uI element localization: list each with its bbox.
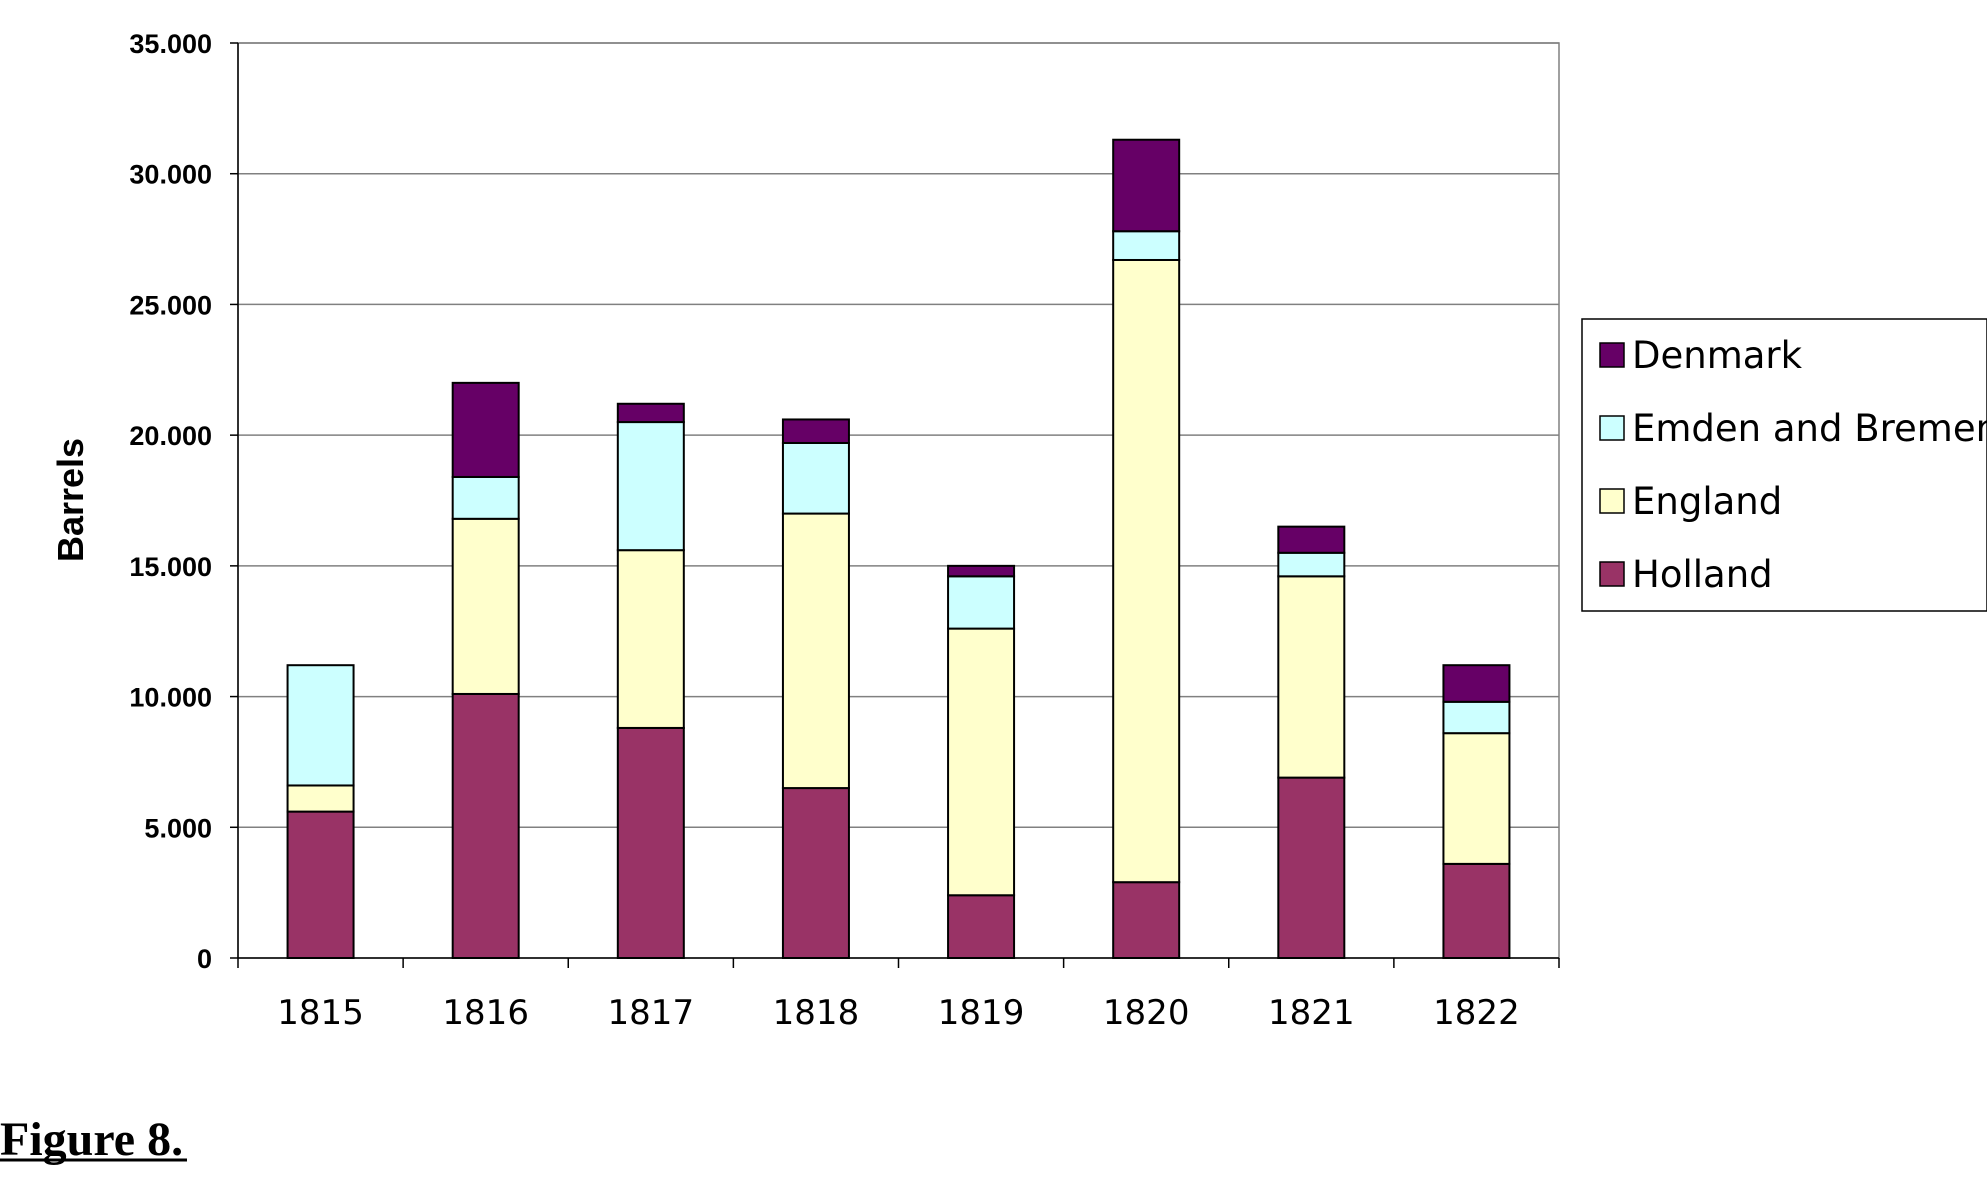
bar-denmark-1821 [1277, 525, 1346, 554]
legend-swatch-emden-and-bremen [1599, 415, 1625, 441]
bar-england-1816 [451, 517, 520, 695]
bar-england-1815 [286, 784, 355, 813]
bar-england-1821 [1277, 575, 1346, 779]
bar-denmark-1817 [616, 402, 685, 424]
x-tick-label-1817: 1817 [608, 993, 695, 1033]
bar-holland-1819 [947, 894, 1016, 959]
bar-emden-and-bremen-1817 [616, 421, 685, 552]
bars [286, 138, 1511, 960]
x-tick-label-1822: 1822 [1433, 993, 1520, 1033]
bar-england-1817 [616, 549, 685, 729]
bar-england-1819 [947, 627, 1016, 897]
bar-holland-1820 [1112, 881, 1181, 960]
bar-denmark-1816 [451, 381, 520, 478]
bar-holland-1817 [616, 726, 685, 960]
bar-holland-1821 [1277, 776, 1346, 959]
x-tick-label-1820: 1820 [1103, 993, 1190, 1033]
bar-denmark-1820 [1112, 138, 1181, 233]
legend: Denmark Emden and Bremen England Holland [1581, 318, 1987, 612]
x-tick-label-1819: 1819 [938, 993, 1025, 1033]
legend-label-denmark: Denmark [1632, 334, 1803, 377]
y-tick-label: 20.000 [129, 421, 212, 451]
bar-holland-1818 [781, 787, 850, 959]
y-tick-label: 15.000 [129, 552, 212, 582]
x-tick-label-1821: 1821 [1268, 993, 1355, 1033]
legend-swatch-denmark [1599, 342, 1625, 368]
legend-swatch-england [1599, 488, 1625, 514]
x-tick-labels: 1815 1816 1817 1818 1819 1820 1821 1822 [277, 993, 1519, 1033]
bar-holland-1815 [286, 810, 355, 959]
bar-emden-and-bremen-1820 [1112, 230, 1181, 261]
bar-denmark-1822 [1442, 664, 1511, 703]
y-axis-label: Barrels [50, 438, 91, 562]
bar-holland-1822 [1442, 862, 1511, 960]
y-tick-label: 25.000 [129, 290, 212, 320]
figure-caption: Figure 8. [0, 1113, 183, 1166]
bar-emden-and-bremen-1822 [1442, 700, 1511, 735]
y-tick-label: 35.000 [129, 29, 212, 59]
bar-denmark-1819 [947, 564, 1016, 578]
x-tick-label-1815: 1815 [277, 993, 364, 1033]
legend-label-emden-and-bremen: Emden and Bremen [1632, 407, 1987, 450]
bar-emden-and-bremen-1815 [286, 664, 355, 787]
y-tick-label: 10.000 [129, 683, 212, 713]
plot-area-border [237, 42, 1560, 959]
bar-emden-and-bremen-1818 [781, 441, 850, 515]
y-tick-label: 0 [197, 944, 212, 974]
bar-emden-and-bremen-1819 [947, 575, 1016, 630]
legend-label-england: England [1632, 480, 1782, 523]
y-tick-label: 5.000 [144, 813, 212, 843]
legend-box [1581, 318, 1987, 612]
bar-holland-1816 [451, 692, 520, 959]
gridlines [238, 42, 1559, 829]
y-tick-label: 30.000 [129, 160, 212, 190]
axes [230, 42, 1560, 968]
legend-label-holland: Holland [1632, 553, 1773, 596]
x-tick-label-1816: 1816 [442, 993, 529, 1033]
bar-england-1820 [1112, 258, 1181, 884]
bar-denmark-1818 [781, 418, 850, 444]
bar-england-1822 [1442, 732, 1511, 865]
bar-emden-and-bremen-1816 [451, 475, 520, 520]
legend-swatch-holland [1599, 561, 1625, 587]
bar-england-1818 [781, 512, 850, 790]
y-tick-labels: 0 5.000 10.000 15.000 20.000 25.000 30.000 35.0… [129, 29, 212, 974]
bar-emden-and-bremen-1821 [1277, 551, 1346, 578]
x-tick-label-1818: 1818 [773, 993, 860, 1033]
